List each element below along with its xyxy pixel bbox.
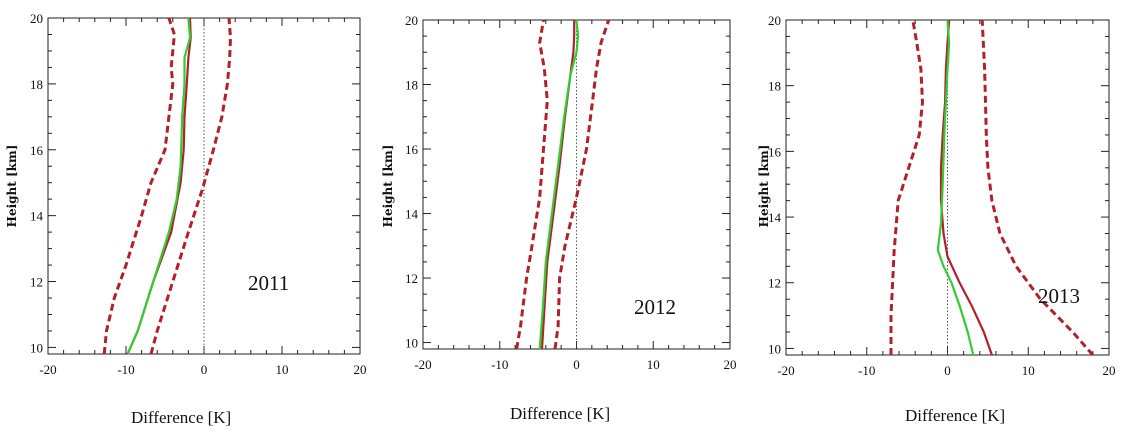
dashed-bound-line [889, 19, 924, 355]
y-tick-label: 18 [30, 77, 43, 92]
x-axis-label-2013: Difference [K] [905, 406, 1006, 425]
x-tick-label: -20 [414, 357, 431, 372]
x-tick-label: 20 [724, 357, 737, 372]
x-axis-label-2012: Difference [K] [510, 404, 611, 423]
x-tick-label: 0 [944, 363, 951, 378]
x-tick-label: -10 [858, 363, 875, 378]
x-tick-label: 20 [354, 362, 367, 377]
year-annotation: 2013 [1038, 284, 1080, 308]
y-tick-label: 14 [30, 209, 44, 224]
y-tick-label: 16 [768, 144, 782, 159]
red-profile-line [540, 20, 576, 350]
y-axis-label: Height [km] [381, 145, 395, 228]
y-tick-label: 18 [768, 79, 781, 94]
red-profile-line [939, 19, 993, 356]
y-tick-label: 20 [405, 13, 418, 28]
x-axis-label-2011: Difference [K] [131, 408, 232, 427]
dashed-bound-line [102, 17, 176, 355]
dashed-bound-line [553, 19, 611, 350]
x-tick-label: 10 [647, 357, 660, 372]
y-tick-label: 18 [405, 78, 418, 93]
dashed-bound-line [149, 17, 232, 355]
chart-panel-2012: -20 -10 0 10 20 10 12 14 16 18 20 Height [km] 2012 [375, 0, 752, 395]
y-axis-label: Height [km] [757, 145, 771, 228]
x-tick-label: 0 [573, 357, 580, 372]
x-tick-label: -20 [777, 363, 794, 378]
chart-panel-2013: -20 -10 0 10 20 10 12 14 16 18 20 Height [km] 2013 [752, 0, 1127, 395]
chart-panel-2011: -20 -10 0 10 20 10 12 14 16 18 20 Height [km] 2011 [0, 0, 375, 395]
x-tick-label: 0 [201, 362, 208, 377]
y-tick-label: 16 [405, 142, 419, 157]
y-tick-label: 12 [30, 275, 43, 290]
y-tick-label: 20 [768, 13, 781, 28]
y-tick-label: 14 [768, 210, 782, 225]
x-tick-label: -20 [39, 362, 56, 377]
x-tick-label: -10 [491, 357, 508, 372]
y-axis-label: Height [km] [5, 145, 19, 228]
year-annotation: 2012 [634, 295, 676, 319]
x-tick-label: 10 [1022, 363, 1035, 378]
y-tick-label: 12 [405, 271, 418, 286]
chart-svg: -20 -10 0 10 20 10 12 14 16 18 20 Height [km] 2012 [381, 13, 737, 372]
y-tick-label: 12 [768, 276, 781, 291]
x-tick-label: 10 [276, 362, 289, 377]
year-annotation: 2011 [248, 271, 289, 295]
green-profile-line [936, 19, 975, 356]
y-tick-label: 10 [405, 336, 418, 351]
chart-svg: -20 -10 0 10 20 10 12 14 16 18 20 Height [km] 2013 [757, 13, 1116, 378]
y-tick-label: 10 [30, 340, 43, 355]
dashed-bound-line [515, 19, 549, 350]
y-tick-label: 14 [405, 207, 419, 222]
x-tick-label: -10 [117, 362, 134, 377]
red-profile-line [126, 17, 192, 355]
green-profile-line [538, 19, 580, 350]
y-tick-label: 10 [768, 341, 781, 356]
x-tick-label: 20 [1103, 363, 1116, 378]
green-profile-line [126, 17, 192, 355]
y-tick-label: 20 [30, 11, 43, 26]
y-tick-label: 16 [30, 143, 44, 158]
dashed-bound-line [980, 19, 1094, 356]
chart-svg: -20 -10 0 10 20 10 12 14 16 18 20 Height [km] 2011 [5, 11, 367, 377]
